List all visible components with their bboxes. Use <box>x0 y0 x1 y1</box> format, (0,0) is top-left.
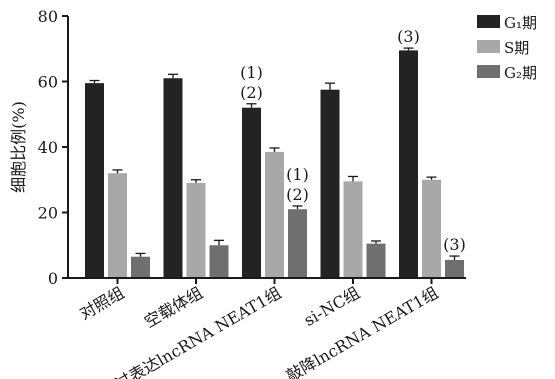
bar <box>108 173 127 278</box>
x-tick-label: 对照组 <box>76 283 127 323</box>
x-tick-label: 敲降lncRNA NEAT1组 <box>283 283 442 379</box>
y-ticks: 0 20 40 60 80 <box>38 7 68 288</box>
bar <box>366 243 386 278</box>
y-tick-label: 20 <box>38 204 58 223</box>
bar <box>343 181 363 278</box>
annotation: (1) <box>240 63 263 82</box>
legend-label: S期 <box>504 39 529 57</box>
y-axis-title: 细胞比例(%) <box>9 101 28 193</box>
bar <box>422 179 441 278</box>
x-tick-label: 空载体组 <box>141 283 206 331</box>
annotation: (1) <box>286 165 309 184</box>
legend-swatch <box>477 65 500 78</box>
bar <box>320 89 340 278</box>
bars-layer <box>85 50 464 279</box>
bar <box>242 107 261 278</box>
bar <box>265 151 284 278</box>
legend-label: G₂期 <box>504 64 537 82</box>
annotation: (2) <box>240 83 263 102</box>
bar <box>399 50 418 279</box>
y-tick-label: 0 <box>48 269 58 288</box>
legend-swatch <box>477 40 500 53</box>
annotations-layer: (1)(2)(1)(2)(3)(3) <box>240 27 466 254</box>
legend-swatch <box>477 15 500 28</box>
annotation: (2) <box>286 185 309 204</box>
bar <box>131 256 150 278</box>
bar <box>445 259 464 278</box>
annotation: (3) <box>443 235 466 254</box>
legend-label: G₁期 <box>504 14 537 32</box>
y-tick-label: 40 <box>38 138 58 157</box>
y-tick-label: 60 <box>38 73 58 92</box>
annotation: (3) <box>397 27 420 46</box>
bar <box>163 78 183 278</box>
legend: G₁期 S期 G₂期 <box>477 14 537 82</box>
error-bars-layer <box>89 47 460 260</box>
bar <box>85 83 104 278</box>
bar <box>209 245 229 278</box>
bar <box>288 209 307 278</box>
y-tick-label: 80 <box>38 7 58 26</box>
bar <box>186 183 206 278</box>
x-tick-label: si-NC组 <box>301 283 363 330</box>
